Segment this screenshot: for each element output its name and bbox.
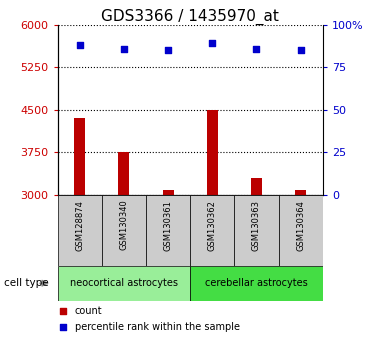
Bar	[74, 118, 85, 195]
Bar	[279, 195, 323, 266]
Bar	[58, 195, 102, 266]
Text: GSM130362: GSM130362	[208, 200, 217, 251]
Point	[253, 46, 259, 51]
Bar	[295, 190, 306, 195]
Text: GSM130340: GSM130340	[119, 200, 128, 250]
Bar	[102, 195, 146, 266]
Point	[77, 42, 83, 48]
Point	[121, 46, 127, 51]
Text: cerebellar astrocytes: cerebellar astrocytes	[205, 278, 308, 288]
Text: count: count	[75, 306, 102, 316]
Text: GSM130363: GSM130363	[252, 200, 261, 251]
Point	[298, 47, 303, 53]
Text: cell type: cell type	[4, 278, 48, 288]
Bar	[162, 190, 174, 195]
Bar	[190, 266, 323, 301]
Text: percentile rank within the sample: percentile rank within the sample	[75, 322, 240, 332]
Text: neocortical astrocytes: neocortical astrocytes	[70, 278, 178, 288]
Text: GSM128874: GSM128874	[75, 200, 84, 251]
Point	[60, 308, 66, 314]
Bar	[207, 110, 218, 195]
Bar	[251, 178, 262, 195]
Bar	[146, 195, 190, 266]
Title: GDS3366 / 1435970_at: GDS3366 / 1435970_at	[101, 8, 279, 25]
Bar	[58, 266, 190, 301]
Bar	[234, 195, 279, 266]
Point	[165, 47, 171, 53]
Bar	[190, 195, 234, 266]
Bar	[118, 152, 129, 195]
Text: GSM130364: GSM130364	[296, 200, 305, 251]
Point	[60, 325, 66, 330]
Text: GSM130361: GSM130361	[164, 200, 173, 251]
Point	[209, 41, 215, 46]
